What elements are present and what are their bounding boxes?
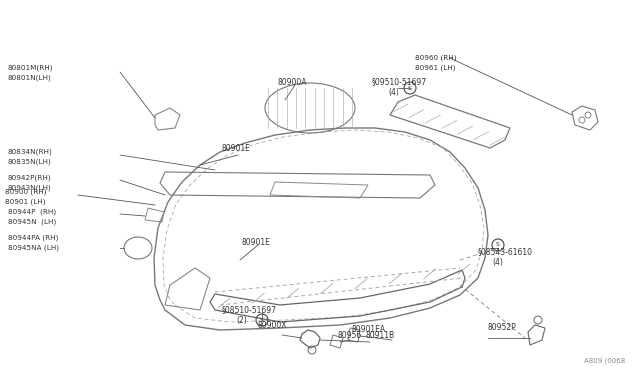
Text: 80960 (RH): 80960 (RH) [415,55,456,61]
Text: 80900A: 80900A [278,77,307,87]
Text: 80801M(RH): 80801M(RH) [8,65,54,71]
Text: 80944PA (RH): 80944PA (RH) [8,235,58,241]
Text: 80834N(RH): 80834N(RH) [8,149,52,155]
Text: 80835N(LH): 80835N(LH) [8,159,52,165]
Text: 80901E: 80901E [222,144,251,153]
Text: 80942P(RH): 80942P(RH) [8,175,52,181]
Text: 80900 (RH): 80900 (RH) [5,189,47,195]
Text: S: S [496,243,500,247]
Text: 80961 (LH): 80961 (LH) [415,65,456,71]
Text: S: S [408,86,412,90]
Text: 80945N  (LH): 80945N (LH) [8,219,56,225]
Text: 80801N(LH): 80801N(LH) [8,75,52,81]
Text: 80956: 80956 [338,330,362,340]
Text: 80945NA (LH): 80945NA (LH) [8,245,59,251]
Text: A809 (0068: A809 (0068 [584,357,625,364]
Text: 80952P: 80952P [488,324,516,333]
Text: S: S [260,317,264,323]
Text: §08510-51697: §08510-51697 [222,305,277,314]
Text: 80901 (LH): 80901 (LH) [5,199,45,205]
Text: (4): (4) [388,87,399,96]
Text: 80901EA: 80901EA [352,326,386,334]
Text: 80901E: 80901E [242,237,271,247]
Text: (4): (4) [492,257,503,266]
Text: §08543-61610: §08543-61610 [478,247,533,257]
Text: §09510-51697: §09510-51697 [372,77,427,87]
Text: 80944P  (RH): 80944P (RH) [8,209,56,215]
Text: 80911B: 80911B [366,330,395,340]
Text: 80900X: 80900X [258,321,287,330]
Text: 80943N(LH): 80943N(LH) [8,185,52,191]
Text: (2): (2) [236,315,247,324]
